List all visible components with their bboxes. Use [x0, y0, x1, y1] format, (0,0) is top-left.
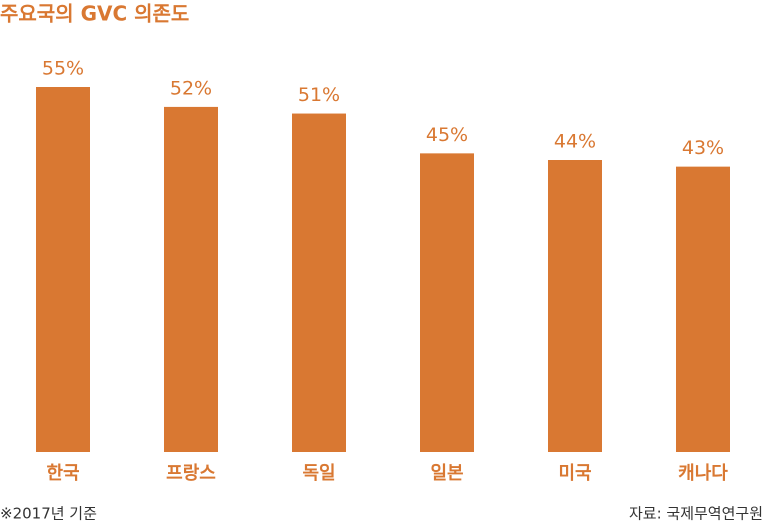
note: ※2017년 기준 [0, 505, 97, 523]
value-label: 45% [426, 124, 468, 146]
x-tick-label: 일본 [430, 463, 463, 484]
bar [36, 87, 90, 452]
value-label: 55% [42, 58, 84, 80]
value-label: 52% [170, 77, 212, 99]
source: 자료: 국제무역연구원 [629, 505, 763, 523]
bar [548, 160, 602, 452]
bar [292, 113, 346, 452]
bar [676, 166, 730, 453]
value-label: 44% [554, 131, 596, 153]
x-tick-label: 캐나다 [678, 463, 728, 484]
x-tick-label: 독일 [302, 463, 335, 484]
x-tick-label: 프랑스 [166, 463, 216, 484]
value-label: 43% [682, 137, 724, 159]
value-label: 51% [298, 84, 340, 106]
chart-title: 주요국의 GVC 의존도 [0, 2, 189, 26]
x-tick-label: 미국 [558, 463, 591, 484]
x-tick-label: 한국 [46, 463, 79, 484]
bar [164, 106, 218, 452]
bar [420, 153, 474, 452]
